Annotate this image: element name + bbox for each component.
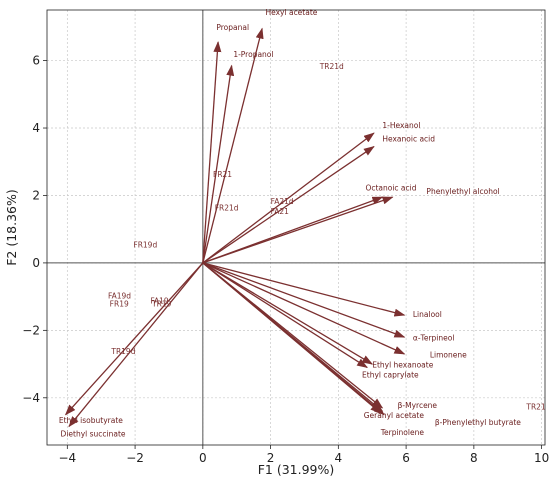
observation-label: FR21d [215, 204, 239, 213]
x-tick-label: 2 [267, 451, 275, 465]
variable-vector [202, 41, 222, 263]
variable-vector [202, 262, 384, 412]
variable-label: Ethyl isobutyrate [59, 416, 123, 425]
variable-label: Diethyl succinate [61, 430, 126, 439]
variable-vector [202, 262, 368, 368]
variable-label: β-Myrcene [398, 401, 438, 410]
observation-label: FR19 [110, 300, 129, 309]
x-tick-label: 4 [335, 451, 343, 465]
observation-label: FA19 [150, 296, 169, 305]
variable-label: Ethyl caprylate [362, 371, 419, 380]
x-tick-label: 8 [470, 451, 478, 465]
axis-ticks: −4 −2 0 2 4 6 8 10 −4 −2 0 2 4 6 [22, 54, 549, 465]
observation-label: TR19 [151, 300, 172, 309]
observation-label: TR21d [319, 62, 344, 71]
variable-label: Terpinolene [380, 428, 425, 437]
x-tick-label: 0 [199, 451, 207, 465]
variable-vectors: Hexyl acetate Propanal 1-Propanol 1-Hexanol… [59, 8, 521, 439]
observation-label: FA19d [108, 291, 131, 300]
observation-label: FA21 [271, 207, 290, 216]
variable-label: Geranyl acetate [364, 411, 425, 420]
variable-vector [202, 262, 374, 365]
variable-vector [202, 132, 375, 264]
variable-vector [202, 27, 264, 264]
variable-vector [202, 262, 406, 338]
variable-label: Ethyl hexanoate [372, 360, 433, 369]
observation-label: FA21d [271, 197, 294, 206]
observation-label: TR19d [110, 347, 135, 356]
variable-vector [202, 262, 406, 355]
y-tick-label: −4 [22, 391, 40, 405]
variable-label: Hexanoic acid [382, 135, 435, 144]
variable-label: β-Phenylethyl butyrate [435, 418, 521, 427]
y-tick-label: −2 [22, 323, 40, 337]
variable-vector [202, 196, 394, 264]
variable-label: 1-Propanol [233, 50, 273, 59]
y-tick-label: 0 [32, 256, 40, 270]
x-tick-label: 6 [402, 451, 410, 465]
y-tick-label: 6 [32, 54, 40, 68]
x-axis-title: F1 (31.99%) [258, 462, 335, 477]
variable-vector [64, 262, 204, 416]
variable-vector [202, 262, 406, 317]
variable-label: 1-Hexanol [382, 121, 420, 130]
variable-label: Propanal [216, 23, 249, 32]
x-tick-label: 10 [534, 451, 549, 465]
variable-vector [68, 262, 204, 428]
observation-label: TR21 [525, 403, 546, 412]
plot-frame [46, 9, 546, 446]
observation-label: FR21 [213, 170, 232, 179]
variable-label: Hexyl acetate [266, 8, 318, 17]
x-tick-label: −2 [126, 451, 144, 465]
x-tick-label: −4 [58, 451, 76, 465]
grid-lines [47, 10, 545, 445]
y-tick-label: 4 [32, 121, 40, 135]
variable-vector [202, 146, 375, 264]
variable-label: Octanoic acid [365, 183, 416, 192]
variable-label: Phenylethyl alcohol [426, 187, 499, 196]
y-tick-label: 2 [32, 188, 40, 202]
variable-label: Limonene [430, 350, 467, 359]
variable-label: Linalool [413, 310, 442, 319]
variable-label: α-Terpineol [413, 333, 455, 342]
zero-lines [47, 10, 545, 445]
observation-label: FR19d [133, 241, 157, 250]
y-axis-title: F2 (18.36%) [4, 189, 19, 266]
variable-vector [202, 64, 235, 264]
